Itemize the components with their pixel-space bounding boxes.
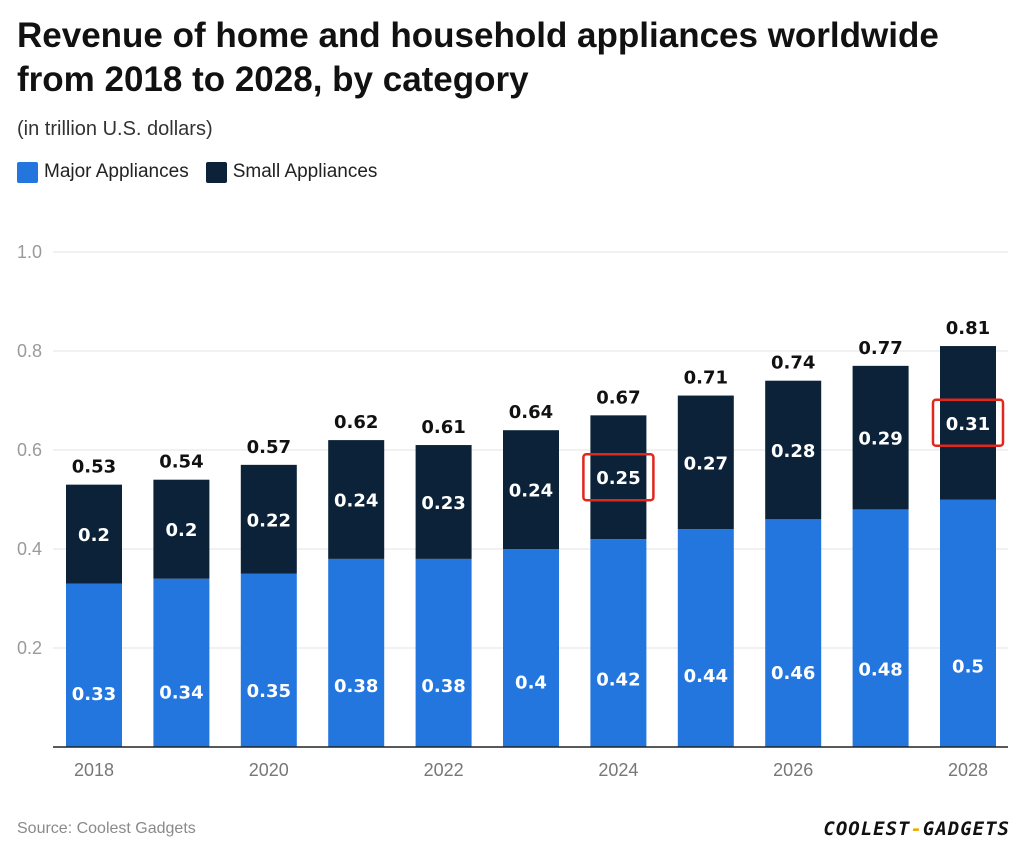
total-label-2027: 0.77 <box>858 338 902 359</box>
data-label-major-2028: 0.5 <box>952 656 984 677</box>
bar-major-2023 <box>503 549 559 747</box>
logo-dash: - <box>910 818 923 840</box>
bar-small-2018 <box>66 484 122 584</box>
bar-major-2019 <box>153 578 210 747</box>
total-label-2018: 0.53 <box>72 457 116 478</box>
legend-label-small-appliances: Small Appliances <box>232 161 378 182</box>
source-note: Source: Coolest Gadgets <box>17 820 196 837</box>
data-label-major-2024: 0.42 <box>596 669 640 690</box>
data-label-small-2022: 0.23 <box>421 493 465 514</box>
x-tick-label: 2020 <box>249 760 289 780</box>
total-label-2024: 0.67 <box>596 387 640 408</box>
y-tick-label: 1.0 <box>17 242 42 262</box>
bar-small-2023 <box>503 430 559 549</box>
y-tick-label: 0.8 <box>17 341 42 361</box>
data-label-major-2022: 0.38 <box>421 676 465 697</box>
bar-major-2028 <box>940 499 996 747</box>
highlight-box-2028 <box>931 398 1005 448</box>
bar-small-2020 <box>240 464 297 574</box>
logo-text-left: COOLEST <box>823 818 911 840</box>
legend-item-major-appliances[interactable]: Major Appliances <box>17 161 189 183</box>
total-label-2019: 0.54 <box>159 452 203 473</box>
highlight-boxes <box>582 398 1005 502</box>
total-label-2026: 0.74 <box>771 353 815 374</box>
data-label-small-2018: 0.2 <box>78 525 110 546</box>
total-label-2028: 0.81 <box>946 318 990 339</box>
bar-small-2024 <box>590 415 647 540</box>
data-label-major-2027: 0.48 <box>858 660 902 681</box>
legend-item-small-appliances[interactable]: Small Appliances <box>205 161 378 183</box>
x-axis-ticks: 2018 2020 2022 2024 2026 2028 <box>74 760 988 780</box>
data-label-major-2026: 0.46 <box>771 663 815 684</box>
total-label-2025: 0.71 <box>684 368 728 389</box>
bar-major-2024 <box>590 539 647 747</box>
data-label-major-2023: 0.4 <box>515 673 547 694</box>
legend: Major Appliances Small Appliances <box>17 161 394 183</box>
bar-labels: 0.33 0.2 0.53 0.34 0.2 0.54 0.35 0.22 0.57 0.38 0.… <box>72 318 990 705</box>
x-tick-label: 2018 <box>74 760 114 780</box>
y-tick-label: 0.4 <box>17 539 42 559</box>
bar-major-2021 <box>328 558 385 747</box>
data-label-small-2025: 0.27 <box>684 453 728 474</box>
bar-small-2027 <box>852 365 909 510</box>
y-axis-ticks: 0.2 0.4 0.6 0.8 1.0 <box>17 242 42 658</box>
bar-major-2020 <box>240 573 297 747</box>
logo-text-right: GADGETS <box>922 818 1010 840</box>
data-label-small-2028: 0.31 <box>946 414 990 435</box>
chart-subtitle: (in trillion U.S. dollars) <box>17 118 213 140</box>
chart-title: Revenue of home and household appliances… <box>17 16 939 99</box>
bar-small-2019 <box>153 479 210 579</box>
highlight-box-2024 <box>582 452 655 502</box>
total-label-2023: 0.64 <box>509 402 553 423</box>
data-label-small-2019: 0.2 <box>165 520 197 541</box>
data-label-small-2020: 0.22 <box>247 510 291 531</box>
data-label-small-2021: 0.24 <box>334 491 378 512</box>
y-tick-label: 0.6 <box>17 440 42 460</box>
data-label-major-2021: 0.38 <box>334 676 378 697</box>
y-tick-label: 0.2 <box>17 638 42 658</box>
bar-small-2022 <box>415 445 472 559</box>
data-label-small-2026: 0.28 <box>771 441 815 462</box>
data-label-small-2027: 0.29 <box>858 429 902 450</box>
bar-major-2022 <box>415 558 472 747</box>
bar-major-2027 <box>852 509 909 747</box>
data-label-small-2024: 0.25 <box>596 468 640 489</box>
bar-small-2026 <box>765 380 822 520</box>
bar-major-2025 <box>677 529 734 747</box>
brand-logo[interactable]: COOLEST-GADGETS <box>823 818 1010 840</box>
bar-small-2028 <box>940 346 996 500</box>
bar-small-2021 <box>328 440 385 559</box>
data-label-major-2025: 0.44 <box>684 666 728 687</box>
x-tick-label: 2024 <box>598 760 638 780</box>
x-tick-label: 2022 <box>424 760 464 780</box>
data-label-major-2020: 0.35 <box>247 681 291 702</box>
legend-swatch-major-appliances <box>17 161 38 183</box>
data-label-major-2018: 0.33 <box>72 684 116 705</box>
bars <box>66 346 996 747</box>
total-label-2020: 0.57 <box>247 437 291 458</box>
bar-major-2026 <box>765 519 822 747</box>
x-tick-label: 2028 <box>948 760 988 780</box>
total-label-2021: 0.62 <box>334 412 378 433</box>
bar-small-2025 <box>677 395 734 530</box>
data-label-major-2019: 0.34 <box>159 682 203 703</box>
legend-label-major-appliances: Major Appliances <box>44 161 189 182</box>
bar-major-2018 <box>66 583 122 747</box>
legend-swatch-small-appliances <box>205 161 227 183</box>
data-label-small-2023: 0.24 <box>509 481 553 502</box>
x-tick-label: 2026 <box>773 760 813 780</box>
total-label-2022: 0.61 <box>421 417 465 438</box>
